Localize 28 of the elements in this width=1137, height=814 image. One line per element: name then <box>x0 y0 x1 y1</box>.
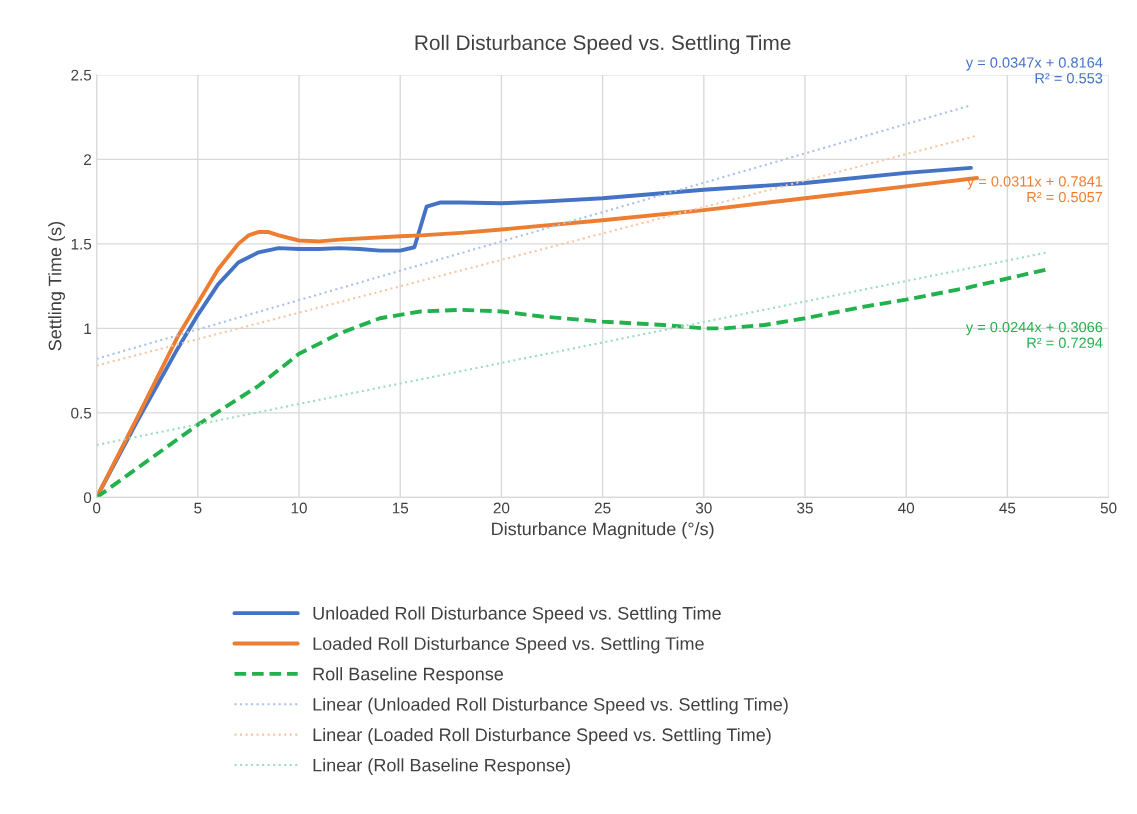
y-tick-label: 0.5 <box>71 407 92 419</box>
legend-label: Linear (Roll Baseline Response) <box>313 758 570 776</box>
x-tick-label: 40 <box>898 502 915 514</box>
legend-label: Linear (Loaded Roll Disturbance Speed vs. Settling Time) <box>313 727 771 745</box>
legend-label: Loaded Roll Disturbance Speed vs. Settling Time <box>313 636 704 654</box>
x-tick-label: 15 <box>392 502 409 514</box>
x-tick-label: 5 <box>194 502 202 514</box>
x-tick-label: 10 <box>291 502 307 514</box>
legend-label: Roll Baseline Response <box>313 667 504 684</box>
legend-label: Linear (Unloaded Roll Disturbance Speed vs. Settling Time) <box>313 697 788 715</box>
y-tick-label: 1 <box>84 323 92 334</box>
y-tick-label: 2.5 <box>71 69 92 81</box>
x-tick-label: 45 <box>999 502 1016 514</box>
chart-title: Roll Disturbance Speed vs. Settling Time <box>415 34 791 55</box>
x-tick-label: 20 <box>493 502 510 514</box>
legend-label: Unloaded Roll Disturbance Speed vs. Settling Time <box>313 606 721 624</box>
y-tick-label: 1.5 <box>71 238 92 250</box>
y-tick-label: 2 <box>84 154 92 165</box>
annotation: y = 0.0347x + 0.8164 R² = 0.553 <box>965 57 1103 84</box>
y-axis-title: Settling Time (s) <box>48 222 65 351</box>
x-tick-label: 25 <box>594 502 611 514</box>
x-tick-label: 30 <box>695 502 712 514</box>
y-tick-label: 0 <box>83 492 92 504</box>
annotation: y = 0.0244x + 0.3066 R² = 0.7294 <box>965 321 1103 348</box>
x-tick-label: 0 <box>92 502 101 514</box>
x-axis-title: Disturbance Magnitude (°/s) <box>492 522 714 539</box>
x-tick-label: 50 <box>1100 502 1117 514</box>
x-tick-label: 35 <box>797 502 813 514</box>
